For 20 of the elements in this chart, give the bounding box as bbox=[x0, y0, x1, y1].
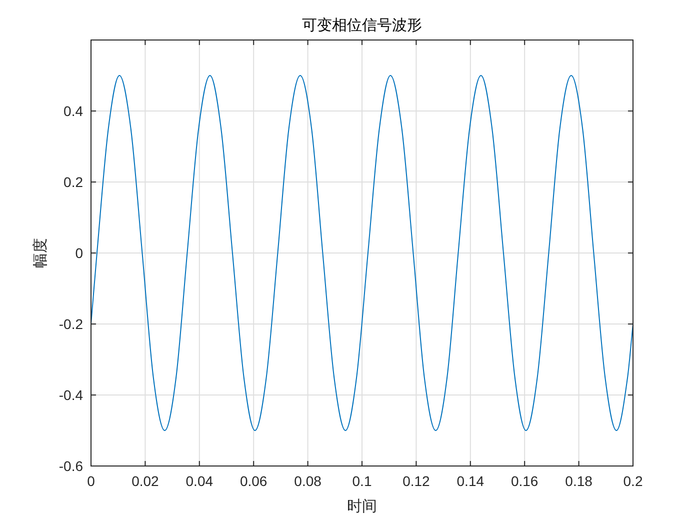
y-tick-label: 0 bbox=[75, 245, 84, 261]
x-tick-label: 0.14 bbox=[456, 473, 484, 489]
x-tick-label: 0.02 bbox=[132, 473, 160, 489]
x-tick-label: 0 bbox=[87, 473, 96, 489]
y-tick-label: 0.2 bbox=[64, 174, 84, 190]
y-tick-label: -0.6 bbox=[58, 458, 84, 474]
x-tick-label: 0.18 bbox=[565, 473, 593, 489]
x-tick-label: 0.08 bbox=[294, 473, 322, 489]
x-axis-title: 时间 bbox=[347, 498, 377, 515]
x-tick-label: 0.04 bbox=[186, 473, 214, 489]
y-tick-label: -0.2 bbox=[58, 316, 84, 332]
x-tick-label: 0.2 bbox=[623, 473, 643, 489]
x-tick-label: 0.12 bbox=[402, 473, 430, 489]
x-tick-label: 0.1 bbox=[352, 473, 372, 489]
y-tick-label: -0.4 bbox=[58, 387, 84, 403]
x-tick-label: 0.06 bbox=[240, 473, 268, 489]
chart-title: 可变相位信号波形 bbox=[302, 17, 422, 34]
y-tick-label: 0.4 bbox=[64, 103, 84, 119]
y-axis-title: 幅度 bbox=[32, 238, 49, 268]
x-tick-label: 0.16 bbox=[510, 473, 538, 489]
